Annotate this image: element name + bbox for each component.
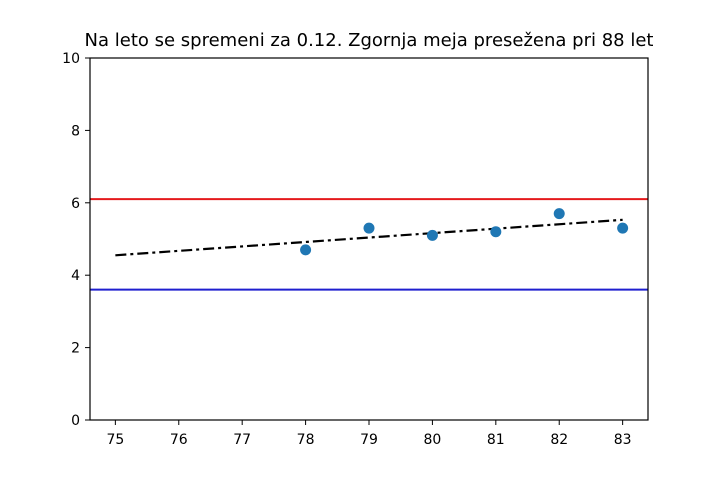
x-tick-label: 83 xyxy=(614,432,632,448)
x-tick-label: 76 xyxy=(170,432,188,448)
x-tick-label: 81 xyxy=(487,432,505,448)
x-tick-label: 82 xyxy=(550,432,568,448)
y-tick-label: 8 xyxy=(71,123,80,139)
y-tick-label: 0 xyxy=(71,413,80,429)
data-point xyxy=(363,222,375,234)
trend-line xyxy=(115,218,623,257)
y-tick-label: 2 xyxy=(71,341,80,357)
data-point xyxy=(617,222,629,234)
y-tick-label: 4 xyxy=(71,268,80,284)
y-tick-label: 10 xyxy=(62,51,80,67)
x-tick-label: 80 xyxy=(423,432,441,448)
x-tick-label: 77 xyxy=(233,432,251,448)
x-tick-label: 79 xyxy=(360,432,378,448)
data-point xyxy=(300,244,312,256)
x-tick-label: 78 xyxy=(297,432,315,448)
data-point xyxy=(426,229,438,241)
x-tick-label: 75 xyxy=(106,432,124,448)
data-point xyxy=(490,226,502,238)
data-point xyxy=(553,208,565,220)
y-tick-label: 6 xyxy=(71,196,80,212)
chart-title: Na leto se spremeni za 0.12. Zgornja mej… xyxy=(84,30,654,51)
axes-frame xyxy=(89,57,649,421)
